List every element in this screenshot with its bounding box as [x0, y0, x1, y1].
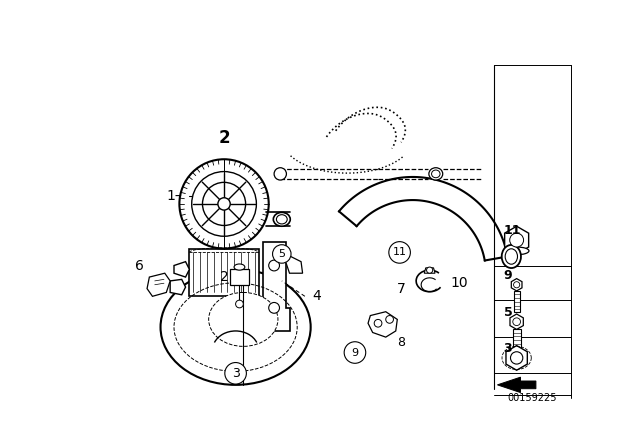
Ellipse shape	[431, 170, 440, 178]
Circle shape	[218, 198, 230, 210]
Circle shape	[225, 362, 246, 384]
Circle shape	[513, 318, 520, 326]
Polygon shape	[170, 280, 186, 295]
Text: 2: 2	[218, 129, 230, 147]
Circle shape	[202, 182, 246, 225]
Text: 00159225: 00159225	[508, 393, 557, 403]
Polygon shape	[262, 242, 289, 331]
Ellipse shape	[429, 168, 443, 180]
Text: 11: 11	[504, 224, 521, 237]
Ellipse shape	[209, 293, 278, 346]
Text: 5: 5	[504, 306, 512, 319]
Ellipse shape	[161, 269, 310, 385]
Text: 2: 2	[220, 270, 228, 284]
Text: 9: 9	[504, 269, 512, 282]
Ellipse shape	[505, 249, 518, 264]
Text: 3: 3	[232, 367, 239, 380]
Text: 5: 5	[278, 249, 285, 259]
Circle shape	[427, 267, 433, 273]
Text: 1–: 1–	[166, 189, 182, 203]
Circle shape	[192, 172, 257, 236]
Polygon shape	[189, 249, 259, 296]
Circle shape	[374, 319, 382, 327]
Polygon shape	[230, 269, 249, 285]
Text: 7: 7	[397, 282, 406, 296]
Polygon shape	[497, 377, 536, 392]
Circle shape	[386, 315, 394, 323]
Ellipse shape	[234, 264, 245, 270]
Circle shape	[269, 302, 280, 313]
Polygon shape	[147, 273, 170, 296]
Ellipse shape	[502, 245, 521, 268]
Text: 6: 6	[135, 258, 144, 272]
Text: 4: 4	[312, 289, 321, 303]
Circle shape	[389, 241, 410, 263]
Circle shape	[179, 159, 269, 249]
Polygon shape	[506, 345, 527, 370]
Polygon shape	[424, 268, 435, 273]
Circle shape	[236, 300, 243, 308]
Polygon shape	[285, 254, 303, 273]
Circle shape	[513, 282, 520, 288]
Circle shape	[344, 342, 365, 363]
Text: 11: 11	[392, 247, 406, 258]
Text: 8: 8	[397, 336, 405, 349]
Circle shape	[269, 260, 280, 271]
Polygon shape	[511, 279, 522, 291]
Polygon shape	[174, 262, 189, 277]
Text: 10: 10	[450, 276, 468, 290]
Ellipse shape	[276, 215, 287, 224]
Circle shape	[511, 352, 523, 364]
Circle shape	[273, 245, 291, 263]
Ellipse shape	[504, 247, 529, 255]
Polygon shape	[505, 226, 529, 254]
Text: 9: 9	[351, 348, 358, 358]
Polygon shape	[510, 314, 524, 329]
Circle shape	[509, 233, 524, 247]
Ellipse shape	[273, 212, 291, 226]
Polygon shape	[513, 291, 520, 312]
Ellipse shape	[274, 168, 287, 180]
Polygon shape	[513, 329, 520, 349]
Polygon shape	[368, 312, 397, 337]
Text: 3: 3	[504, 342, 512, 355]
